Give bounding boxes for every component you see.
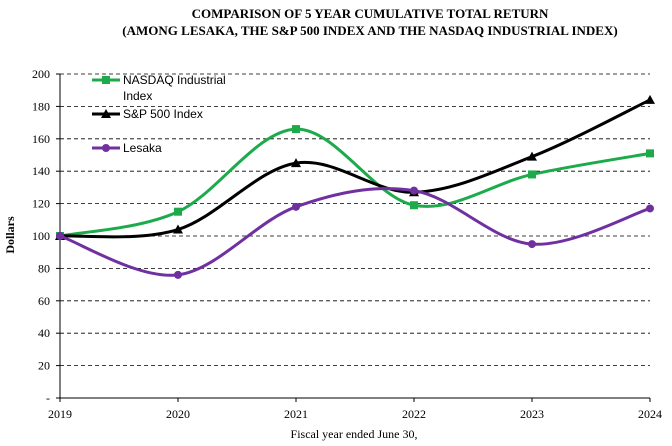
y-tick-label: - <box>46 391 50 405</box>
data-point-triangle <box>291 158 301 168</box>
x-tick-label: 2023 <box>520 407 544 421</box>
data-point-square <box>292 125 300 134</box>
x-axis-label: Fiscal year ended June 30, <box>291 427 418 441</box>
data-point-circle <box>646 204 654 213</box>
y-tick-label: 40 <box>38 326 50 340</box>
legend-marker-triangle <box>101 109 111 118</box>
gridlines <box>56 73 651 402</box>
y-tick-label: 120 <box>32 197 50 211</box>
series-line-1 <box>59 98 651 239</box>
legend-label: NASDAQ Industrial <box>123 73 226 87</box>
x-tick-label: 2022 <box>402 407 426 421</box>
y-tick-label: 160 <box>32 132 50 146</box>
chart-title: COMPARISON OF 5 YEAR CUMULATIVE TOTAL RE… <box>192 6 549 21</box>
y-tick-label: 140 <box>32 164 50 178</box>
data-point-square <box>646 149 654 158</box>
y-tick-label: 20 <box>38 359 50 373</box>
y-tick-label: 60 <box>38 294 50 308</box>
data-point-square <box>410 201 418 210</box>
chart-subtitle: (AMONG LESAKA, THE S&P 500 INDEX AND THE… <box>122 23 617 38</box>
y-tick-label: 180 <box>32 99 50 113</box>
data-point-square <box>528 170 536 179</box>
data-point-triangle <box>173 224 183 234</box>
x-tick-label: 2024 <box>638 407 662 421</box>
legend-marker-circle <box>102 144 110 152</box>
x-tick-label: 2021 <box>284 407 308 421</box>
data-point-triangle <box>527 151 537 161</box>
legend-label: S&P 500 Index <box>123 107 203 121</box>
data-point-circle <box>174 270 182 279</box>
y-axis-label: Dollars <box>3 216 17 254</box>
legend-marker-square <box>102 76 110 84</box>
legend-label-line2: Index <box>123 89 152 103</box>
series-group <box>55 94 655 279</box>
data-point-circle <box>528 240 536 249</box>
data-point-triangle <box>645 94 655 104</box>
y-tick-label: 200 <box>32 67 50 81</box>
data-point-square <box>174 207 182 216</box>
legend-label: Lesaka <box>123 141 162 155</box>
y-tick-label: 80 <box>38 261 50 275</box>
y-tick-label: 100 <box>32 229 50 243</box>
data-point-circle <box>410 186 418 195</box>
series-line-2 <box>59 187 651 277</box>
legend: NASDAQ Industrial Index S&P 500 Index Lesak… <box>92 73 226 155</box>
data-point-circle <box>292 202 300 211</box>
y-tick-labels: - 20 40 60 80 100 120 140 160 180 200 <box>32 67 50 405</box>
x-tick-label: 2020 <box>166 407 190 421</box>
x-tick-labels: 2019 2020 2021 2022 2023 2024 <box>48 407 662 421</box>
x-tick-label: 2019 <box>48 407 72 421</box>
data-point-circle <box>56 232 64 240</box>
